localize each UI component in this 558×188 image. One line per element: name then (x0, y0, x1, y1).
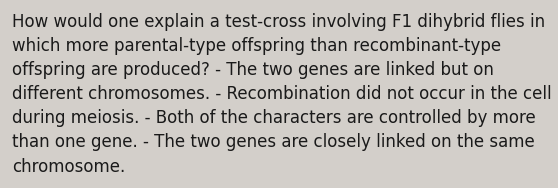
Text: which more parental-type offspring than recombinant-type: which more parental-type offspring than … (12, 37, 502, 55)
Text: chromosome.: chromosome. (12, 158, 126, 176)
Text: offspring are produced? - The two genes are linked but on: offspring are produced? - The two genes … (12, 61, 494, 79)
Text: during meiosis. - Both of the characters are controlled by more: during meiosis. - Both of the characters… (12, 109, 536, 127)
Text: different chromosomes. - Recombination did not occur in the cell: different chromosomes. - Recombination d… (12, 85, 552, 103)
Text: How would one explain a test-cross involving F1 dihybrid flies in: How would one explain a test-cross invol… (12, 13, 545, 31)
Text: than one gene. - The two genes are closely linked on the same: than one gene. - The two genes are close… (12, 133, 535, 152)
